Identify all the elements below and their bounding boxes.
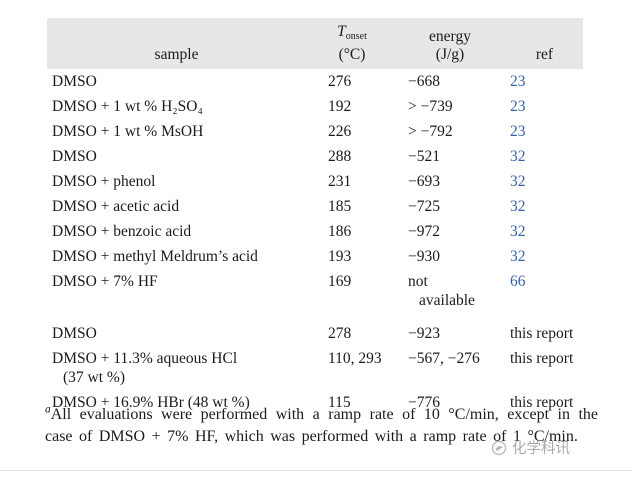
table-row: DMSO + phenol 231 −693 32 <box>47 169 583 194</box>
table-row: DMSO + 16.9% HBr (48 wt %) 115 −776 this… <box>47 390 583 415</box>
sample-cell: DMSO + phenol <box>52 173 156 190</box>
ref-text: this report <box>510 325 574 342</box>
ref-link[interactable]: 66 <box>510 273 526 290</box>
header-sample: sample <box>47 18 328 69</box>
energy-cell: −693 <box>408 173 440 190</box>
energy-cell: −776 <box>408 394 440 411</box>
t-onset-cell: 169 <box>328 273 352 290</box>
ref-link[interactable]: 32 <box>510 173 526 190</box>
ref-label: ref <box>535 46 554 63</box>
energy-cell: −725 <box>408 198 440 215</box>
sample-line2: (37 wt %) <box>63 369 125 386</box>
sample-cell: DMSO + 16.9% HBr (48 wt %) <box>52 394 250 411</box>
bottom-divider <box>0 470 632 471</box>
energy-cell: > −739 <box>408 98 453 115</box>
t-onset-symbol: Tonset <box>337 23 367 42</box>
ref-cell: 23 <box>510 69 583 94</box>
ref-link[interactable]: 32 <box>510 248 526 265</box>
sample-cell: DMSO + acetic acid <box>52 198 180 215</box>
watermark-text: 化学科讯 <box>512 441 570 457</box>
sample-cell: DMSO <box>52 325 97 342</box>
ref-cell: this report <box>510 390 583 415</box>
energy-cell: not available <box>408 269 510 313</box>
footnote-marker: a <box>45 403 51 416</box>
ref-link[interactable]: 23 <box>510 73 526 90</box>
t-onset-cell: 276 <box>328 73 352 90</box>
ref-link[interactable]: 32 <box>510 223 526 240</box>
header-t-onset: Tonset (°C) <box>328 18 408 69</box>
ref-cell: 32 <box>510 194 583 219</box>
ref-cell: 23 <box>510 94 583 119</box>
watermark: 化学科讯 <box>491 437 570 458</box>
ref-cell: 32 <box>510 219 583 244</box>
table-row: DMSO 288 −521 32 <box>47 144 583 169</box>
t-onset-cell: 278 <box>328 325 352 342</box>
sample-cell: DMSO <box>52 73 97 90</box>
table-body: DMSO 276 −668 23 DMSO + 1 wt % H₂SO₄ 192… <box>47 69 583 415</box>
ref-cell: 66 <box>510 269 583 313</box>
watermark-logo-icon <box>491 440 507 456</box>
t-onset-cell: 186 <box>328 223 352 240</box>
energy-label: energy <box>429 28 471 45</box>
table-row: DMSO 276 −668 23 <box>47 69 583 94</box>
ref-link[interactable]: 32 <box>510 198 526 215</box>
table-row: DMSO + 1 wt % H₂SO₄ 192 > −739 23 <box>47 94 583 119</box>
table-row: DMSO + benzoic acid 186 −972 32 <box>47 219 583 244</box>
t-onset-cell: 288 <box>328 148 352 165</box>
sample-cell: DMSO + 1 wt % MsOH <box>52 123 204 140</box>
t-onset-cell: 110, 293 <box>328 350 382 367</box>
header-row: sample Tonset (°C) energy (J/g) ref <box>47 18 583 69</box>
ref-cell: this report <box>510 346 583 390</box>
table-header: sample Tonset (°C) energy (J/g) ref <box>47 18 583 69</box>
ref-link[interactable]: 23 <box>510 123 526 140</box>
energy-line2: available <box>419 292 475 309</box>
energy-line1: not <box>408 273 428 290</box>
t-onset-cell: 193 <box>328 248 352 265</box>
ref-text: this report <box>510 350 574 367</box>
table-footnote: aAll evaluations were performed with a r… <box>45 404 598 448</box>
ref-cell: 32 <box>510 169 583 194</box>
table-row: DMSO + 7% HF 169 not available 66 <box>47 269 583 313</box>
ref-link[interactable]: 32 <box>510 148 526 165</box>
sample-cell: DMSO + benzoic acid <box>52 223 192 240</box>
sample-line1: DMSO + 11.3% aqueous HCl <box>52 350 238 367</box>
ref-link[interactable]: 23 <box>510 98 526 115</box>
t-onset-cell: 192 <box>328 98 352 115</box>
t-onset-cell: 226 <box>328 123 352 140</box>
ref-cell: 32 <box>510 144 583 169</box>
sample-cell: DMSO + 11.3% aqueous HCl (37 wt %) <box>47 346 328 390</box>
t-onset-unit: (°C) <box>338 46 366 63</box>
t-onset-cell: 231 <box>328 173 352 190</box>
table-row: DMSO + methyl Meldrum’s acid 193 −930 32 <box>47 244 583 269</box>
table-row: DMSO + 11.3% aqueous HCl (37 wt %) 110, … <box>47 346 583 390</box>
t-onset-cell: 115 <box>328 394 351 411</box>
header-ref: ref <box>510 18 583 69</box>
sample-cell: DMSO + 1 wt % H₂SO₄ <box>52 98 203 115</box>
data-table-container: sample Tonset (°C) energy (J/g) ref DMSO… <box>47 18 583 415</box>
ref-cell: 32 <box>510 244 583 269</box>
footnote-text: All evaluations were performed with a ra… <box>45 406 598 445</box>
energy-cell: > −792 <box>408 123 453 140</box>
energy-cell: −567, −276 <box>408 350 480 367</box>
energy-cell: −923 <box>408 325 440 342</box>
sample-cell: DMSO + 7% HF <box>52 273 158 290</box>
sample-cell: DMSO + methyl Meldrum’s acid <box>52 248 258 265</box>
energy-unit: (J/g) <box>435 46 465 63</box>
energy-cell: −972 <box>408 223 440 240</box>
table-row: DMSO + acetic acid 185 −725 32 <box>47 194 583 219</box>
header-energy: energy (J/g) <box>408 18 510 69</box>
ref-cell: this report <box>510 313 583 346</box>
thermal-data-table: sample Tonset (°C) energy (J/g) ref DMSO… <box>47 18 583 415</box>
energy-cell: −668 <box>408 73 440 90</box>
table-row: DMSO 278 −923 this report <box>47 313 583 346</box>
header-sample-label: sample <box>154 46 199 63</box>
energy-cell: −930 <box>408 248 440 265</box>
t-onset-cell: 185 <box>328 198 352 215</box>
table-row: DMSO + 1 wt % MsOH 226 > −792 23 <box>47 119 583 144</box>
energy-cell: −521 <box>408 148 440 165</box>
sample-cell: DMSO <box>52 148 97 165</box>
ref-text: this report <box>510 394 574 411</box>
ref-cell: 23 <box>510 119 583 144</box>
